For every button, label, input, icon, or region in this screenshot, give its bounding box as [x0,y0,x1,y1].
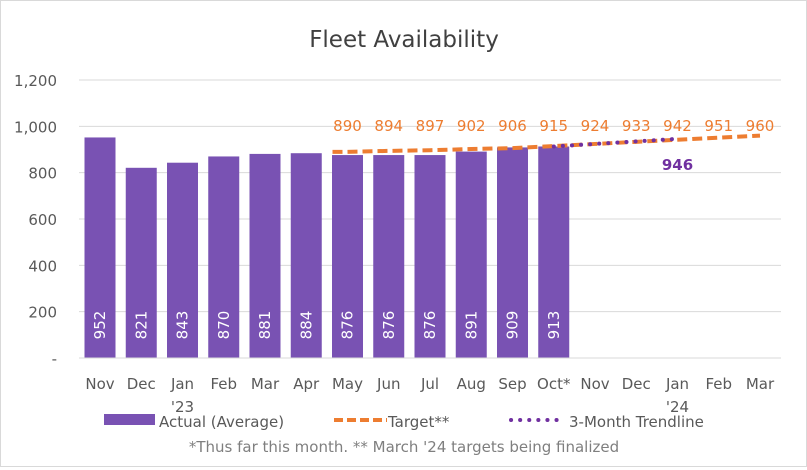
bar-actual [497,147,528,358]
target-data-label: 894 [374,117,403,135]
target-data-label: 924 [581,117,610,135]
bar-actual [538,146,570,358]
footnote: *Thus far this month. ** March '24 targe… [189,438,619,456]
bar-data-label: 876 [421,311,439,340]
x-tick-label: Apr [293,375,320,393]
bar-data-label: 870 [215,311,233,340]
x-tick-label: Nov [85,375,114,393]
bar-data-label: 913 [545,311,563,340]
bar-data-label: 952 [91,311,109,340]
x-tick-label: Jun [376,375,400,393]
bar-data-label: 876 [380,311,398,340]
bar-data-label: 909 [504,311,522,340]
legend-label-target: Target** [387,413,450,431]
target-data-label: 951 [704,117,733,135]
legend-label-actual: Actual (Average) [159,413,284,431]
target-data-label: 890 [333,117,362,135]
bar-actual [125,167,157,358]
bar-actual [167,162,198,358]
x-tick-label: Mar [251,375,280,393]
y-tick-label: 600 [28,211,57,229]
legend: Actual (Average) Target** 3-Month Trendl… [104,413,704,431]
x-tick-label: Dec [127,375,156,393]
bar-actual [414,155,446,358]
bar-actual [290,153,322,358]
legend-swatch-actual [104,414,155,425]
y-tick-label: 1,000 [14,118,57,136]
bar-actual [84,137,116,358]
legend-label-trendline: 3-Month Trendline [569,413,704,431]
bar-actual [455,151,487,358]
bar-actual [208,156,240,358]
bar-data-label: 843 [174,311,192,340]
x-tick-label: Nov [580,375,609,393]
bar-actual [332,155,363,358]
chart-title: Fleet Availability [309,27,499,53]
bar-data-label: 884 [297,311,315,340]
x-tick-label: May [332,375,363,393]
x-tick-label: Jan [170,375,194,393]
bar-data-label: 821 [132,311,150,340]
target-line [332,133,761,154]
x-year-label: '24 [666,398,689,416]
x-tick-label: Jul [420,375,439,393]
x-tick-label: Dec [622,375,651,393]
y-tick-label: 1,200 [14,72,57,90]
target-data-label: 960 [746,117,775,135]
y-tick-label: 200 [28,304,57,322]
target-data-label: 897 [416,117,445,135]
bar-actual [249,153,281,358]
target-data-label: 915 [539,117,568,135]
y-tick-label: 400 [28,257,57,275]
x-tick-label: Mar [746,375,775,393]
x-tick-label: Jan [665,375,689,393]
x-tick-label: Feb [705,375,732,393]
x-year-label: '23 [171,398,194,416]
target-data-label: 906 [498,117,527,135]
trendline [551,136,680,149]
target-data-label: 942 [663,117,692,135]
bar-data-label: 891 [462,311,480,340]
y-tick-label: - [52,350,57,368]
trendline-end-label: 946 [662,156,693,174]
target-data-label: 933 [622,117,651,135]
x-tick-label: Aug [457,375,486,393]
x-tick-label: Sep [498,375,526,393]
bar-actual [373,155,405,358]
x-tick-label: Oct* [537,375,571,393]
x-tick-label: Feb [210,375,237,393]
target-data-label: 902 [457,117,486,135]
y-tick-label: 800 [28,165,57,183]
bar-data-label: 876 [339,311,357,340]
bar-data-label: 881 [256,311,274,340]
